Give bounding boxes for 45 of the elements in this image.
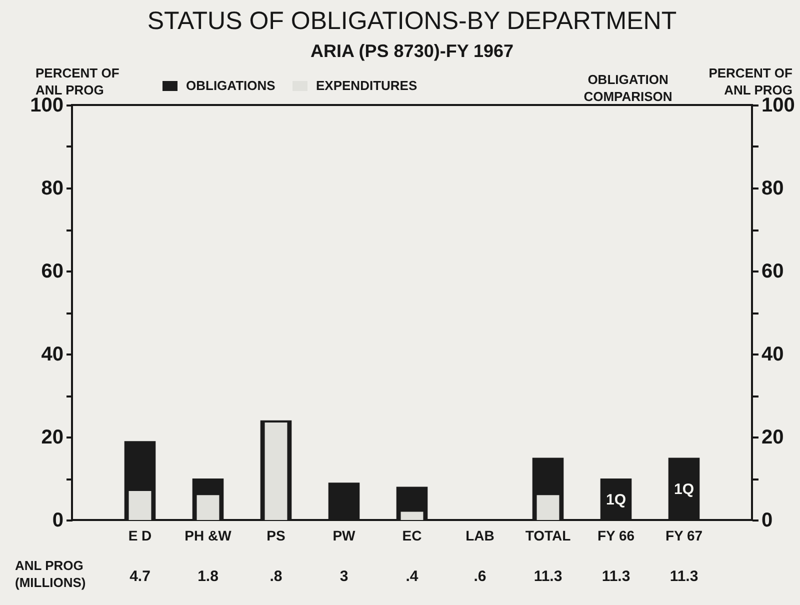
y-tick-label: 40 <box>41 344 64 366</box>
x-tick-label: LAB <box>466 528 494 544</box>
y-tick-label: 0 <box>52 510 64 532</box>
y2-tick-label: 80 <box>762 178 784 200</box>
x-tick-label: TOTAL <box>525 528 572 544</box>
text: .8 <box>270 568 282 585</box>
text: 1.8 <box>198 568 218 585</box>
bar <box>400 512 424 520</box>
y2-tick-label: 100 <box>762 94 795 116</box>
y2-tick-label: 40 <box>762 344 784 366</box>
x-tick-label: FY 66 <box>597 528 635 544</box>
annotation: 1Q <box>606 491 626 508</box>
text: 11.3 <box>534 568 562 585</box>
y2-tick-label: 20 <box>762 426 784 448</box>
text: 11.3 <box>670 568 698 585</box>
bar <box>196 495 220 520</box>
x-tick-label: E D <box>128 528 152 544</box>
text: ANL PROG (MILLIONS) <box>15 558 86 590</box>
y2-axis-title: PERCENT OF ANL PROG <box>708 66 793 98</box>
x-tick-label: PW <box>332 528 356 544</box>
x-tick-label: EC <box>402 528 422 544</box>
text: 11.3 <box>602 568 630 585</box>
text: 3 <box>340 568 348 585</box>
y-tick-label: 20 <box>41 426 64 448</box>
bar <box>264 422 288 520</box>
annotation: 1Q <box>674 480 694 498</box>
x-tick-label: PS <box>266 528 286 544</box>
y-axis-title: PERCENT OF ANL PROG <box>36 66 120 98</box>
y-tick-label: 60 <box>41 260 64 282</box>
legend-label: EXPENDITURES <box>316 78 418 93</box>
y2-tick-label: 60 <box>762 260 784 282</box>
text: 4.7 <box>130 568 150 585</box>
y2-tick-label: 0 <box>762 510 773 532</box>
text: .6 <box>474 568 486 585</box>
text: OBLIGATION COMPARISON <box>584 72 672 104</box>
y-tick-label: 80 <box>41 178 64 200</box>
y-tick-label: 100 <box>30 94 64 116</box>
chart-subtitle: ARIA (PS 8730)-FY 1967 <box>310 41 514 61</box>
text: .4 <box>406 568 419 585</box>
bar <box>536 495 560 520</box>
legend-label: OBLIGATIONS <box>186 78 276 93</box>
x-tick-label: PH &W <box>184 528 232 544</box>
x-tick-label: FY 67 <box>665 528 703 544</box>
chart-title: STATUS OF OBLIGATIONS-BY DEPARTMENT <box>147 7 677 35</box>
bar <box>128 490 152 520</box>
